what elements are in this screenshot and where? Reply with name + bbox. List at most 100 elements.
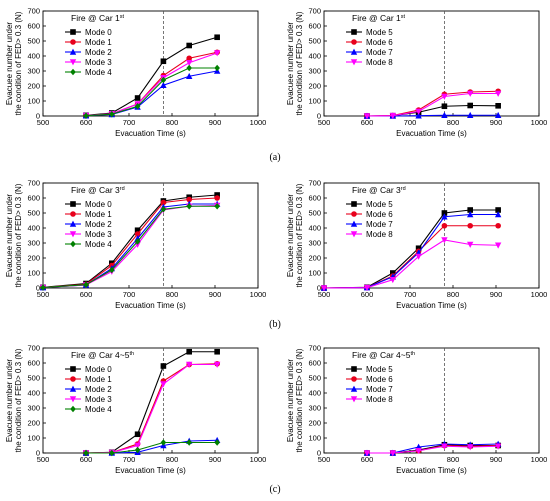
data-point	[467, 211, 474, 218]
y-tick-label: 400	[308, 224, 321, 233]
data-point	[134, 231, 141, 237]
data-point	[467, 241, 474, 248]
y-tick-label: 300	[308, 67, 321, 76]
series-line	[42, 194, 218, 288]
y-tick-label: 100	[308, 97, 321, 106]
y-tick-label: 500	[27, 374, 40, 383]
data-point	[495, 207, 501, 213]
data-point	[186, 42, 192, 49]
data-point	[160, 439, 167, 446]
x-tick-label: 900	[490, 290, 503, 299]
data-point	[69, 231, 77, 238]
data-point	[415, 108, 422, 115]
y-tick-label: 300	[308, 239, 321, 248]
x-axis-label: Evacuation Time (s)	[115, 466, 186, 475]
data-point	[494, 242, 502, 249]
data-point	[134, 442, 141, 449]
data-point	[109, 266, 115, 274]
y-tick-label: 600	[27, 359, 40, 368]
legend-entry: Mode 7	[366, 48, 393, 57]
y-axis-label-line2: the condition of FED> 0.3 (N)	[295, 11, 304, 115]
y-tick-label: 300	[27, 239, 40, 248]
series-line	[86, 441, 218, 454]
y-tick-label: 700	[308, 179, 321, 188]
chart-panel-1: 500 600 700 800 900 1000 0 100 200 300 400 500 600 70…	[5, 7, 266, 138]
data-point	[441, 210, 448, 216]
legend-entry: Mode 7	[366, 220, 393, 229]
x-tick-label: 1000	[250, 290, 267, 299]
y-tick-label: 500	[308, 209, 321, 218]
x-tick-label: 1000	[250, 455, 267, 464]
data-point	[214, 195, 220, 201]
x-tick-label: 700	[123, 290, 136, 299]
data-point	[214, 348, 220, 355]
data-point	[134, 227, 141, 234]
y-axis-label-line2: the condition of FED> 0.3 (N)	[295, 183, 304, 287]
data-point	[214, 192, 220, 198]
data-point	[83, 112, 89, 119]
data-point	[213, 50, 221, 57]
legend-entry: Mode 4	[85, 405, 112, 414]
x-tick-label: 800	[166, 118, 179, 127]
legend-entry: Mode 5	[366, 200, 393, 209]
data-point	[83, 449, 89, 457]
y-tick-label: 400	[308, 52, 321, 61]
plot-frame	[323, 347, 540, 454]
data-point	[69, 396, 77, 403]
y-tick-label: 600	[27, 22, 40, 31]
data-point	[134, 102, 141, 110]
chart-title-superscript: st	[120, 14, 125, 20]
data-point	[415, 245, 422, 252]
x-tick-label: 800	[447, 455, 460, 464]
data-point	[494, 90, 502, 97]
x-tick-label: 500	[37, 118, 50, 127]
x-tick-label: 900	[490, 118, 503, 127]
series-line	[85, 36, 218, 116]
data-point	[69, 48, 77, 55]
data-point	[83, 281, 89, 288]
data-point	[495, 103, 501, 109]
legend-entry: Mode 0	[85, 365, 112, 374]
y-axis-label-line2: the condition of FED> 0.3 (N)	[14, 11, 23, 115]
legend-entry: Mode 8	[366, 230, 393, 239]
data-point	[495, 222, 501, 229]
x-tick-label: 600	[80, 290, 93, 299]
x-tick-label: 700	[404, 118, 417, 127]
data-point	[214, 439, 220, 446]
data-point	[109, 110, 115, 118]
series-line	[323, 239, 499, 289]
plot-frame	[323, 182, 540, 289]
data-point	[467, 207, 473, 213]
plot-frame	[42, 347, 259, 454]
x-tick-label: 600	[361, 455, 374, 464]
legend-entry: Mode 1	[85, 375, 112, 384]
chart-title-superscript: rd	[401, 186, 406, 192]
y-axis-label-line1: Evacuee number under	[5, 359, 14, 443]
x-axis-label: Evacuation Time (s)	[396, 301, 467, 310]
series-line	[42, 203, 218, 289]
y-tick-label: 300	[308, 404, 321, 413]
data-point	[134, 238, 141, 245]
data-point	[389, 112, 396, 120]
y-tick-label: 0	[36, 284, 40, 293]
data-point	[467, 111, 474, 119]
x-tick-label: 800	[166, 290, 179, 299]
y-axis-label-line1: Evacuee number under	[286, 194, 295, 278]
data-point	[363, 113, 371, 120]
x-tick-label: 700	[404, 290, 417, 299]
data-point	[186, 64, 192, 72]
legend-entry: Mode 7	[366, 385, 393, 394]
data-point	[186, 348, 192, 355]
data-point	[70, 211, 76, 217]
data-point	[415, 253, 422, 260]
y-tick-label: 0	[317, 284, 321, 293]
data-point	[441, 237, 448, 244]
data-point	[441, 213, 448, 220]
y-tick-label: 700	[308, 344, 321, 353]
data-point	[186, 55, 192, 62]
y-tick-label: 400	[27, 389, 40, 398]
data-point	[160, 81, 167, 89]
data-point	[351, 211, 357, 217]
